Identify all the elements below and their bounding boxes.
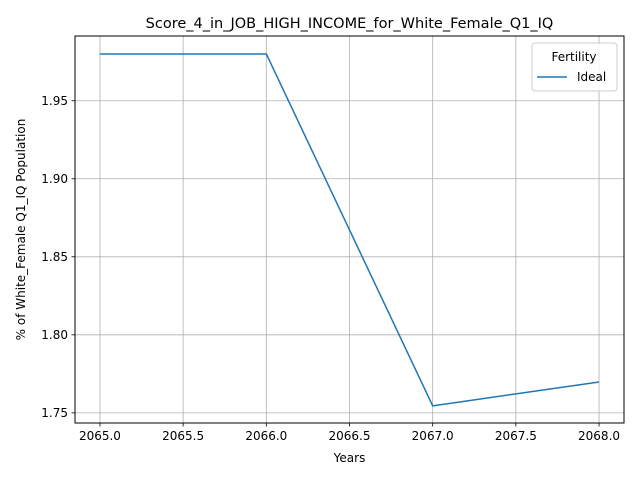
y-tick-label: 1.90 — [41, 172, 68, 186]
legend-title: Fertility — [551, 50, 596, 64]
y-tick-label: 1.95 — [41, 94, 68, 108]
x-tick-label: 2067.0 — [412, 429, 454, 443]
series-line-ideal — [99, 53, 600, 407]
y-axis-label: % of White_Female Q1_IQ Population — [14, 119, 28, 341]
x-tick-label: 2065.5 — [162, 429, 204, 443]
legend: Fertility Ideal — [531, 42, 618, 92]
chart-title: Score_4_in_JOB_HIGH_INCOME_for_White_Fem… — [146, 16, 554, 32]
x-tick-label: 2065.0 — [79, 429, 121, 443]
series-layer — [99, 53, 600, 407]
x-tick-label: 2068.0 — [578, 429, 620, 443]
grid — [75, 36, 624, 423]
x-tick-label: 2067.5 — [495, 429, 537, 443]
y-tick-label: 1.85 — [41, 250, 68, 264]
legend-box — [531, 42, 618, 92]
x-axis-label: Years — [333, 451, 366, 465]
legend-entry-label: Ideal — [577, 70, 606, 84]
y-tick-label: 1.80 — [41, 328, 68, 342]
y-axis: 1.75 1.80 1.85 1.90 1.95 — [41, 94, 75, 420]
x-tick-label: 2066.5 — [329, 429, 371, 443]
x-tick-label: 2066.0 — [245, 429, 287, 443]
y-tick-label: 1.75 — [41, 406, 68, 420]
x-axis: 2065.0 2065.5 2066.0 2066.5 2067.0 2067.5 2068… — [79, 423, 620, 443]
